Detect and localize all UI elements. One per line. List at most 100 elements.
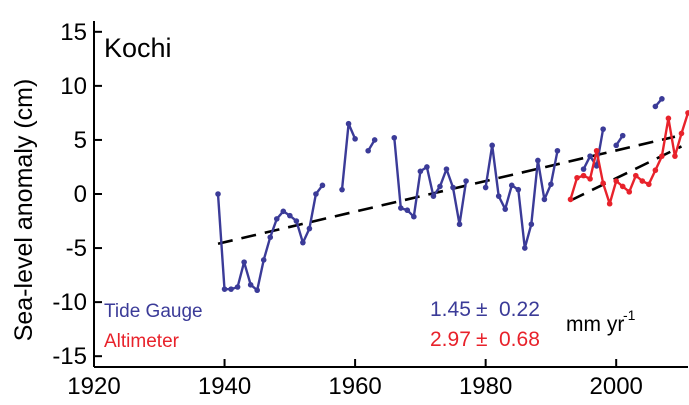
data-point xyxy=(404,207,411,214)
data-point xyxy=(254,287,260,294)
data-point xyxy=(371,137,378,143)
data-point xyxy=(600,180,606,186)
data-point xyxy=(489,142,495,149)
rate-value: 1.45 xyxy=(430,298,471,321)
y-tick-label: -5 xyxy=(66,235,87,262)
rate-value: 2.97 xyxy=(430,328,471,351)
x-tick-label: 1960 xyxy=(328,373,381,400)
data-point xyxy=(580,166,587,172)
data-point xyxy=(241,259,247,265)
data-point xyxy=(646,181,652,188)
data-point xyxy=(548,181,554,188)
data-point xyxy=(659,96,665,102)
data-point xyxy=(580,172,587,179)
data-point xyxy=(567,196,574,203)
data-point xyxy=(482,184,489,191)
y-axis-label: Sea-level anomaly (cm) xyxy=(10,79,38,342)
data-point xyxy=(260,257,267,263)
rate-unit-exponent: -1 xyxy=(623,307,636,323)
data-point xyxy=(430,193,437,199)
data-point xyxy=(456,221,463,228)
data-point xyxy=(554,147,561,154)
data-point xyxy=(659,153,665,159)
data-point xyxy=(672,153,678,159)
data-point xyxy=(221,286,228,292)
data-point xyxy=(267,234,274,241)
data-point xyxy=(593,163,600,169)
data-point xyxy=(339,186,345,193)
data-point xyxy=(665,115,672,122)
data-point xyxy=(626,189,633,195)
data-point xyxy=(417,168,424,175)
data-point xyxy=(463,178,469,184)
data-point xyxy=(619,132,626,139)
data-point xyxy=(678,130,685,137)
data-point xyxy=(639,178,646,184)
data-point xyxy=(293,218,300,224)
data-point xyxy=(502,206,509,212)
data-point xyxy=(632,172,639,179)
rate-error: 0.22 xyxy=(499,298,540,321)
data-point xyxy=(606,200,613,207)
data-point xyxy=(365,147,371,154)
y-tick-label: 5 xyxy=(74,127,87,154)
x-tick-label: 2000 xyxy=(590,373,643,400)
data-point xyxy=(495,193,502,199)
legend-tide-gauge: Tide Gauge xyxy=(104,301,203,322)
rate-unit: mm yr xyxy=(566,313,624,336)
data-point xyxy=(273,216,280,222)
data-point xyxy=(574,174,580,181)
legend-altimeter: Altimeter xyxy=(104,331,180,352)
y-tick-label: 10 xyxy=(60,73,87,100)
data-point xyxy=(652,103,659,110)
data-point xyxy=(247,282,254,288)
data-point xyxy=(280,208,287,215)
data-point xyxy=(345,120,352,127)
data-point xyxy=(437,183,443,190)
data-point xyxy=(600,126,606,132)
data-point xyxy=(685,110,689,116)
data-point xyxy=(391,134,398,141)
data-point xyxy=(215,191,221,197)
rate-plus-minus: ± xyxy=(476,298,488,321)
series-altimeter xyxy=(567,110,689,207)
x-tick-label: 1980 xyxy=(459,373,512,400)
rate-plus-minus: ± xyxy=(476,328,488,351)
y-tick-label: -15 xyxy=(52,343,87,370)
data-point xyxy=(450,184,456,191)
data-point xyxy=(443,166,450,172)
data-point xyxy=(587,176,593,182)
rate-tide-gauge: 1.45 ± 0.22 xyxy=(430,298,540,321)
trend-lines xyxy=(217,135,683,246)
trend-line xyxy=(569,145,683,202)
y-tick-label: 0 xyxy=(74,181,87,208)
data-point xyxy=(619,183,626,190)
data-point xyxy=(613,142,619,149)
data-point xyxy=(593,147,600,154)
y-tick-label: 15 xyxy=(60,19,87,46)
data-point xyxy=(535,157,541,164)
data-point xyxy=(411,213,417,220)
rate-altimeter: 2.97 ± 0.68 xyxy=(430,328,540,351)
series-line xyxy=(340,122,357,190)
data-point xyxy=(397,205,404,211)
data-point xyxy=(613,178,619,184)
data-point xyxy=(587,153,593,159)
series-tide-gauge xyxy=(215,96,665,294)
data-point xyxy=(306,225,313,232)
data-point xyxy=(652,167,659,174)
data-point xyxy=(424,164,430,170)
x-tick-label: 1940 xyxy=(198,373,251,400)
axes: 15 10 5 0 -5 -10 -15 1920 1940 1960 1980 2000 xyxy=(52,19,688,400)
data-point xyxy=(522,245,528,251)
data-point xyxy=(287,212,293,219)
data-point xyxy=(319,182,326,189)
data-point xyxy=(313,191,319,197)
data-point xyxy=(508,182,515,189)
data-series xyxy=(215,96,689,294)
data-point xyxy=(228,286,234,292)
y-tick-label: -10 xyxy=(52,289,87,316)
data-point xyxy=(300,239,306,246)
data-point xyxy=(352,136,358,142)
